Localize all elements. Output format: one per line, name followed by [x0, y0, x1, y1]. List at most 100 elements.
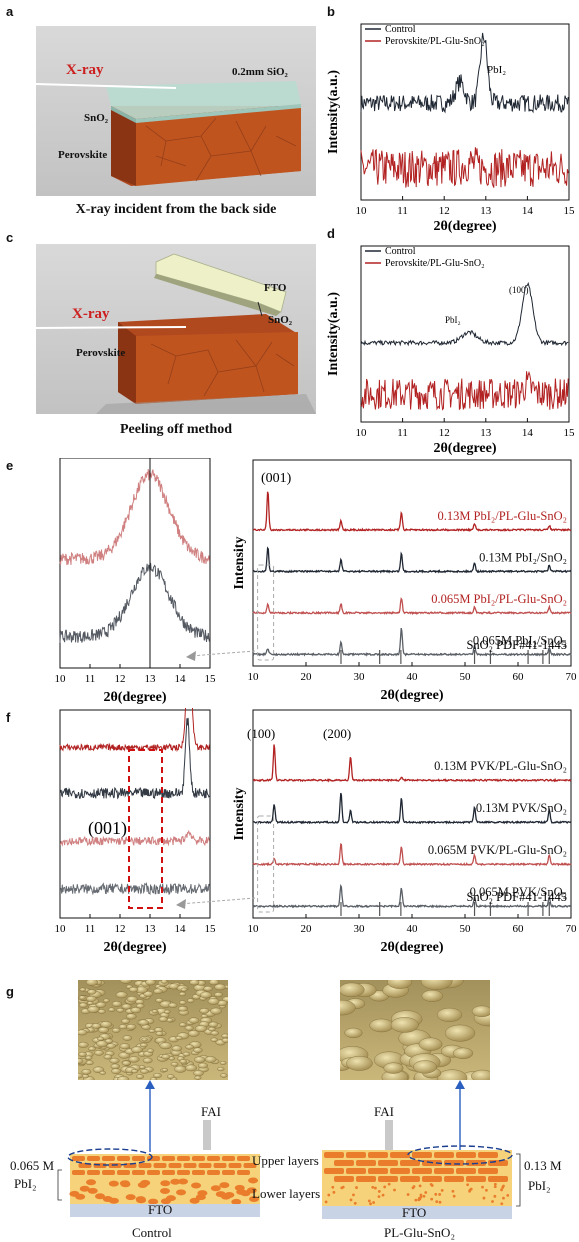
- fto-right: FTO: [402, 1205, 427, 1220]
- fai-label-right: FAI: [374, 1104, 394, 1119]
- series-line: [252, 597, 572, 616]
- panel-b-letter: b: [327, 4, 335, 19]
- chart-b-peak-label: PbI₂: [487, 64, 506, 76]
- series-label: 0.065M PVK/SnO₂: [470, 885, 567, 899]
- x-tick-label: 10: [248, 671, 260, 683]
- x-tick-label: 11: [85, 673, 96, 685]
- highlight-box: [257, 564, 275, 661]
- x-axis-label: 2θ(degree): [380, 688, 443, 703]
- x-tick-label: 15: [564, 205, 576, 217]
- x-tick-label: 40: [407, 923, 419, 935]
- series-line: [252, 744, 572, 783]
- panel-c-caption: Peeling off method: [120, 422, 232, 437]
- panel-e-letter: e: [6, 458, 14, 473]
- x-tick-label: 15: [564, 427, 576, 439]
- x-tick-label: 60: [513, 671, 525, 683]
- legend-entry: Perovskite/PL-Glu-SnO₂: [385, 258, 485, 269]
- plot-frame: [360, 23, 570, 201]
- panel-c-illustration: X-ray FTO SnO₂ Perovskite: [35, 244, 316, 414]
- series-line: [252, 546, 572, 574]
- legend-entry: Perovskite/PL-Glu-SnO₂: [385, 36, 485, 47]
- xray-label: X-ray: [66, 62, 104, 78]
- sno2-label: SnO₂: [84, 112, 109, 124]
- chart-b: PbI₂ 10 11 12 13 14 15 2θ(degree) Intensity(a.u…: [326, 23, 576, 234]
- fto-label: FTO: [264, 282, 287, 294]
- connector-e: [186, 650, 256, 661]
- series-line: [59, 708, 210, 753]
- x-axis-label: 2θ(degree): [433, 219, 496, 234]
- perovskite-label: Perovskite: [58, 149, 108, 161]
- chart-f-main: (100) (200) 10 20 30 40 50 60 70 2θ(degree) Inte…: [232, 709, 577, 955]
- x-tick-label: 13: [145, 923, 157, 935]
- x-tick-label: 20: [301, 671, 313, 683]
- chart-f-inset-label: (001): [88, 818, 127, 839]
- layer-diagrams: [57, 1080, 521, 1219]
- x-axis-label: 2θ(degree): [433, 441, 496, 456]
- plot-frame: [59, 709, 211, 919]
- x-tick-label: 10: [356, 205, 368, 217]
- series-line: [252, 842, 572, 867]
- y-axis-label: Intensity: [232, 788, 247, 841]
- x-tick-label: 12: [115, 673, 126, 685]
- x-tick-label: 70: [566, 671, 578, 683]
- x-tick-label: 40: [407, 671, 419, 683]
- x-tick-label: 13: [145, 673, 157, 685]
- x-tick-label: 14: [175, 923, 187, 935]
- fto-left: FTO: [148, 1202, 173, 1217]
- series-label: 0.065M PVK/PL-Glu-SnO₂: [428, 843, 567, 857]
- series-label: 0.13M PbI₂/PL-Glu-SnO₂: [437, 509, 567, 523]
- x-tick-label: 14: [522, 427, 534, 439]
- x-tick-label: 11: [397, 205, 408, 217]
- highlight-box: [257, 815, 275, 913]
- pl-glu-film-image: [340, 980, 490, 1080]
- caption-control: Control: [132, 1225, 172, 1240]
- fai-label-left: FAI: [201, 1104, 221, 1119]
- legend-entry: Control: [385, 246, 416, 257]
- series-label: 0.13M PbI₂/SnO₂: [479, 550, 567, 564]
- x-axis-label: 2θ(degree): [103, 940, 166, 955]
- series-line: [252, 792, 572, 825]
- x-tick-label: 11: [85, 923, 96, 935]
- y-axis-label: Intensity: [232, 537, 247, 590]
- chart-f-inset: (001) 10 11 12 13 14 15 2θ(degree): [55, 708, 217, 955]
- panel-d-letter: d: [327, 226, 335, 241]
- chart-d-peak-label-1: PbI₂: [445, 315, 461, 325]
- chart-f-peak-label-2: (200): [323, 726, 351, 741]
- pbi2-left: PbI₂: [14, 1176, 37, 1191]
- series-label: 0.13M PVK/PL-Glu-SnO₂: [434, 759, 567, 773]
- panel-a-caption: X-ray incident from the back side: [75, 202, 277, 217]
- series-line: [360, 370, 569, 411]
- series-line: [252, 883, 572, 909]
- connector-f: [176, 897, 256, 909]
- panel-g-letter: g: [6, 984, 14, 999]
- x-tick-label: 15: [205, 923, 217, 935]
- series-line: [360, 147, 569, 188]
- x-tick-label: 30: [354, 923, 366, 935]
- x-tick-label: 50: [460, 923, 472, 935]
- conc-left: 0.065 M: [10, 1158, 55, 1173]
- series-label: 0.065M PbI₂/SnO₂: [473, 633, 567, 647]
- series-line: [252, 627, 572, 657]
- caption-pl-glu: PL-Glu-SnO₂: [384, 1225, 455, 1240]
- chart-d-peak-label-2: (100): [509, 285, 529, 295]
- pbi2-right: PbI₂: [528, 1178, 551, 1193]
- series-line: [60, 717, 210, 800]
- x-tick-label: 10: [55, 673, 67, 685]
- series-line: [59, 469, 210, 566]
- chart-e-inset: 10 11 12 13 14 15 2θ(degree): [55, 458, 216, 705]
- series-line: [59, 829, 210, 847]
- x-tick-label: 30: [354, 671, 366, 683]
- x-tick-label: 14: [522, 205, 534, 217]
- panel-a-illustration: X-ray 0.2mm SiO₂ SnO₂ Perovskite: [35, 26, 316, 196]
- series-label: 0.13M PVK/SnO₂: [476, 801, 567, 815]
- x-tick-label: 10: [55, 923, 67, 935]
- x-tick-label: 10: [248, 923, 260, 935]
- chart-e-peak-label: (001): [261, 471, 292, 486]
- series-line: [253, 491, 572, 533]
- x-axis-label: 2θ(degree): [103, 690, 166, 705]
- series-line: [360, 281, 569, 347]
- reference-label: SnO₂ PDF#41-1445: [466, 890, 567, 904]
- perovskite-label-c: Perovskite: [76, 347, 126, 359]
- chart-f-peak-label-1: (100): [247, 726, 275, 741]
- chart-e-main: (001) 10 20 30 40 50 60 70 2θ(degree) Intensity 0…: [232, 459, 578, 703]
